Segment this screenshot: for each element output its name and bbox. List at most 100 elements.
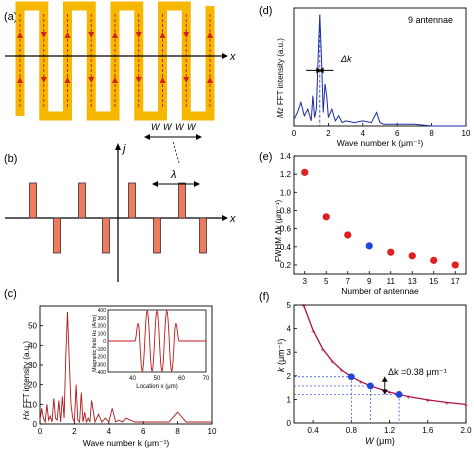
y-tick-label: 0.8 — [280, 206, 292, 215]
inset-y-tick-label: 200 — [98, 324, 107, 330]
current-arrow — [135, 32, 142, 38]
y-tick-label: 5 — [287, 301, 292, 310]
x-tick-label: 0 — [38, 427, 43, 436]
x-tick-label: 1.2 — [384, 426, 396, 435]
plot-frame — [293, 7, 467, 127]
x-tick-label: 0.4 — [308, 426, 320, 435]
current-arrow — [64, 32, 71, 38]
y-tick-label: 2 — [287, 372, 292, 381]
f-curve-marker: + — [321, 347, 325, 354]
b-x-label: x — [229, 213, 236, 225]
f-xlabel: W (μm) — [365, 436, 395, 446]
current-bar — [128, 182, 136, 219]
x-tick-label: 3 — [303, 277, 308, 286]
d-xlabel: Wave number k (μm⁻¹) — [337, 138, 424, 148]
current-bar — [102, 217, 110, 254]
panel-d: (d) 9 antennae 0 2 4 6 8 10 Mz FFT intensity (… — [259, 5, 471, 148]
current-arrow — [112, 32, 118, 38]
e-point — [344, 231, 352, 239]
current-arrow — [17, 77, 23, 83]
current-arrow — [207, 32, 213, 38]
y-tick-label: 0.6 — [280, 225, 292, 234]
inset-y-tick-label: -100 — [96, 347, 106, 353]
panel-b-label: (b) — [4, 153, 17, 165]
x-tick-label: 0 — [292, 129, 297, 138]
current-arrow — [183, 32, 190, 38]
y-tick-label: 20 — [28, 381, 37, 390]
c-series-line — [39, 311, 212, 424]
current-arrow — [159, 32, 166, 38]
y-tick-label: 0 — [287, 419, 292, 428]
a-width-label: W — [175, 122, 185, 132]
b-x-arrow — [222, 215, 228, 221]
panel-d-label: (d) — [259, 5, 272, 17]
e-point — [430, 256, 438, 264]
d-ylabel: Mz FFT intensity (a.u.) — [276, 38, 285, 118]
inset-y-tick-label: -300 — [96, 362, 106, 368]
x-tick-label: 2 — [326, 129, 331, 138]
panel-e: (e) 3 5 7 9 11 13 15 17 0.2 0.4 0.6 0.8 1.0 1.2 1.4 FWH… — [259, 151, 467, 296]
current-bar — [29, 182, 37, 219]
y-tick-label: 4 — [287, 325, 292, 334]
y-tick-label: 30 — [28, 361, 37, 370]
e-xlabel: Number of antennae — [341, 286, 419, 296]
y-tick-label: 0.2 — [280, 261, 292, 270]
current-arrow — [183, 77, 190, 83]
y-tick-label: 3 — [287, 348, 292, 357]
y-tick-label: 40 — [28, 341, 37, 350]
current-bar — [178, 182, 186, 219]
x-tick-label: 10 — [208, 427, 217, 436]
f-curve-marker: + — [359, 380, 363, 387]
current-arrow — [135, 77, 142, 83]
x-tick-label: 6 — [395, 129, 400, 138]
x-tick-label: 9 — [367, 277, 372, 286]
panel-a-label: (a) — [4, 11, 17, 23]
x-tick-label: 7 — [346, 277, 351, 286]
d-annotation: 9 antennae — [408, 15, 453, 25]
x-tick-label: 17 — [451, 277, 460, 286]
inset-y-tick-label: 100 — [98, 331, 107, 337]
inset-series-line — [108, 309, 206, 373]
e-point — [301, 168, 309, 176]
x-tick-label: 11 — [387, 277, 396, 286]
a-x-label: x — [229, 51, 236, 63]
b-lambda-arrow-right — [194, 181, 200, 187]
inset-x-tick-label: 70 — [203, 376, 210, 382]
current-arrow — [88, 32, 95, 38]
panel-b: (b) j x λ — [4, 143, 236, 282]
current-arrow — [17, 32, 23, 38]
current-bar — [53, 217, 61, 254]
y-tick-label: 0.4 — [280, 243, 292, 252]
inset-x-tick-label: 50 — [154, 376, 161, 382]
inset-x-tick-label: 40 — [129, 376, 136, 382]
e-point — [408, 252, 416, 260]
f-point — [367, 382, 374, 390]
d-dk-arrow-right — [318, 67, 324, 74]
f-curve-marker: + — [407, 395, 411, 402]
x-tick-label: 1.6 — [422, 426, 434, 435]
a-width-label: W — [187, 122, 197, 132]
x-tick-label: 15 — [429, 277, 438, 286]
panel-c-label: (c) — [4, 288, 17, 300]
c-ylabel: Hx FFT intensity (a.u.) — [22, 341, 31, 420]
f-curve-marker: + — [426, 398, 430, 405]
current-bar — [199, 217, 207, 254]
y-tick-label: 1 — [287, 395, 292, 404]
f-point — [347, 373, 355, 381]
inset-y-tick-label: 300 — [98, 316, 107, 322]
e-point — [387, 248, 395, 256]
f-curve-marker: + — [311, 328, 315, 335]
f-dk-arrow-down — [381, 389, 388, 395]
current-arrow — [40, 32, 47, 38]
a-period-arrow-right — [196, 134, 202, 140]
f-curve — [302, 304, 467, 406]
x-tick-label: 4 — [107, 427, 112, 436]
x-tick-label: 13 — [408, 277, 417, 286]
current-bar — [153, 217, 161, 254]
b-j-arrow — [115, 143, 121, 150]
meander-antenna — [15, 1, 215, 121]
f-curve-marker: + — [445, 400, 449, 407]
